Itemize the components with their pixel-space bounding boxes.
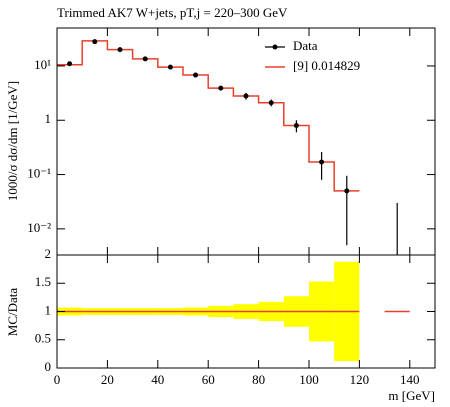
y-tick-label: 1 (45, 302, 52, 317)
legend-label: [9] 0.014829 (293, 58, 360, 73)
x-tick-label: 40 (151, 372, 164, 387)
data-point (193, 72, 199, 78)
data-point (92, 39, 98, 45)
x-tick-label: 60 (202, 372, 215, 387)
data-point (293, 123, 299, 129)
legend-label: Data (293, 38, 318, 53)
y-tick-label: 10⁻² (27, 220, 51, 235)
data-point (268, 100, 274, 106)
mc-histogram (57, 40, 360, 192)
data-point (319, 159, 325, 165)
x-tick-label: 80 (252, 372, 265, 387)
x-tick-label: 20 (101, 372, 114, 387)
x-axis-label: m [GeV] (388, 388, 435, 403)
data-point (117, 47, 123, 53)
x-tick-label: 140 (400, 372, 420, 387)
frame (56, 27, 436, 256)
y-tick-label: 1 (45, 111, 52, 126)
chart-title: Trimmed AK7 W+jets, pT,j = 220–300 GeV (57, 5, 288, 20)
y-axis-label: 1000/σ dσ/dm [1/GeV] (5, 81, 20, 201)
y-tick-label: 0.5 (35, 331, 51, 346)
data-point (142, 56, 148, 62)
y-tick-label: 10⁻¹ (27, 166, 51, 181)
data-point (67, 61, 73, 67)
data-point (243, 93, 249, 99)
frame (56, 254, 436, 369)
y-tick-label: 2 (45, 246, 52, 261)
x-tick-label: 120 (350, 372, 370, 387)
data-point (218, 85, 224, 91)
legend-symbol (272, 44, 278, 50)
plot-area (57, 39, 398, 255)
x-tick-label: 100 (299, 372, 319, 387)
y-tick-label: 1.5 (35, 274, 51, 289)
y-tick-label: 0 (45, 359, 52, 374)
data-point (344, 188, 350, 194)
y-tick-label: 10¹ (34, 57, 51, 72)
ratio-y-label: MC/Data (5, 288, 20, 337)
data-point (167, 64, 173, 70)
x-tick-label: 0 (54, 372, 61, 387)
